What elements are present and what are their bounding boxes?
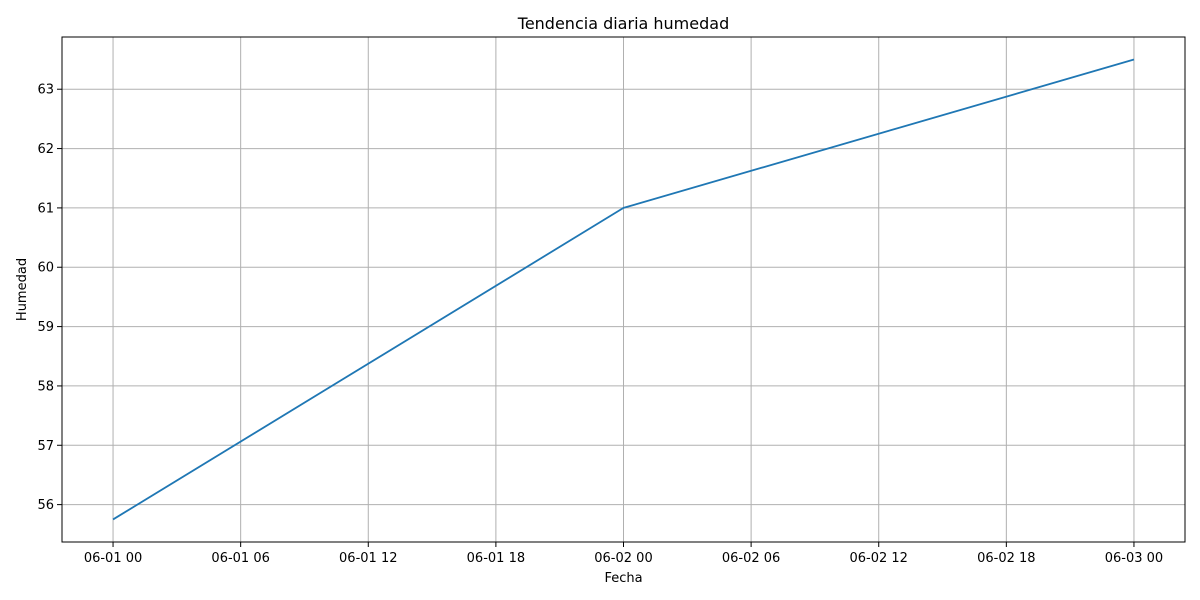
y-axis-label: Humedad xyxy=(15,258,30,321)
chart-title: Tendencia diaria humedad xyxy=(517,14,729,33)
grid xyxy=(62,37,1185,542)
x-tick-label: 06-01 12 xyxy=(339,551,397,566)
y-axis: 56 57 58 59 60 61 62 63 xyxy=(37,83,62,513)
x-tick-label: 06-03 00 xyxy=(1105,551,1163,566)
y-tick-label: 57 xyxy=(37,439,54,454)
x-tick-label: 06-02 00 xyxy=(594,551,652,566)
y-tick-label: 63 xyxy=(37,83,54,98)
x-tick-label: 06-01 00 xyxy=(84,551,142,566)
y-tick-label: 58 xyxy=(37,379,54,394)
y-tick-label: 60 xyxy=(37,261,54,276)
x-tick-label: 06-01 06 xyxy=(211,551,269,566)
series-layer xyxy=(112,58,1135,521)
x-axis-label: Fecha xyxy=(604,571,642,586)
x-tick-label: 06-02 06 xyxy=(722,551,780,566)
x-tick-label: 06-01 18 xyxy=(467,551,525,566)
y-tick-label: 62 xyxy=(37,142,54,157)
x-axis: 06-01 00 06-01 06 06-01 12 06-01 18 06-02 00… xyxy=(84,542,1163,566)
y-tick-label: 59 xyxy=(37,320,54,335)
x-tick-label: 06-02 12 xyxy=(850,551,908,566)
y-tick-label: 56 xyxy=(37,498,54,513)
y-tick-label: 61 xyxy=(37,201,54,216)
x-tick-label: 06-02 18 xyxy=(977,551,1035,566)
series-line xyxy=(112,58,1135,521)
